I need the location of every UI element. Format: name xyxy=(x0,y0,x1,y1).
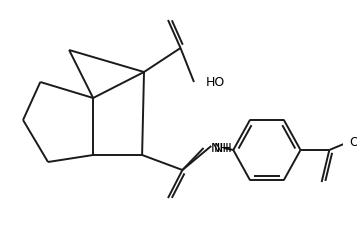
Text: NH: NH xyxy=(211,141,230,154)
Text: NH: NH xyxy=(214,141,233,154)
Text: HO: HO xyxy=(206,75,225,89)
Text: O: O xyxy=(350,136,357,149)
